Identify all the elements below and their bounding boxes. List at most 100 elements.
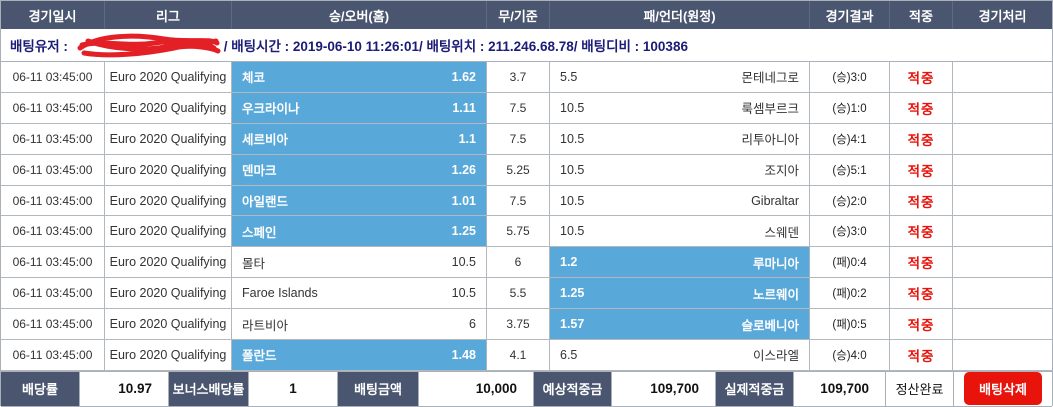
home-odds: 10.5 — [451, 286, 476, 301]
bonus-rate-label: 보너스배당률 — [169, 371, 249, 406]
result-cell: (승)5:1 — [810, 154, 890, 186]
away-odds: 5.5 — [560, 69, 578, 84]
away-odds: 10.5 — [560, 162, 585, 177]
process-action-cell: 배팅삭제 — [954, 372, 1052, 406]
draw-baseline-cell: 7.5 — [487, 185, 550, 217]
result-cell: (패)0:4 — [810, 247, 890, 279]
bet-amount-value: 10,000 — [419, 371, 534, 406]
odds-rate-value: 10.97 — [80, 371, 169, 406]
datetime-cell: 06-11 03:45:00 — [1, 154, 105, 186]
bet-user-label: 배팅유저 : — [10, 39, 72, 54]
league-cell: Euro 2020 Qualifying — [105, 123, 232, 155]
draw-baseline-cell: 7.5 — [487, 92, 550, 124]
home-odds: 1.25 — [451, 224, 476, 239]
process-cell — [953, 186, 1052, 217]
match-row: 06-11 03:45:00 Euro 2020 Qualifying 몰타 10… — [1, 247, 1052, 279]
datetime-cell: 06-11 03:45:00 — [1, 92, 105, 124]
col-header-home: 승/오버(홈) — [232, 1, 487, 29]
process-cell — [953, 247, 1052, 279]
hit-status: 적중 — [890, 62, 953, 93]
away-odds: 1.57 — [560, 317, 585, 332]
away-odds: 10.5 — [560, 100, 585, 115]
process-cell — [953, 155, 1052, 186]
away-pick-cell: 6.5 이스라엘 — [550, 340, 810, 371]
process-cell — [953, 93, 1052, 124]
match-row: 06-11 03:45:00 Euro 2020 Qualifying 체코 1.… — [1, 62, 1052, 93]
away-team-name: 조지아 — [764, 164, 799, 179]
hit-status: 적중 — [890, 154, 953, 186]
away-pick-cell: 1.25 노르웨이 — [550, 278, 810, 310]
match-row: 06-11 03:45:00 Euro 2020 Qualifying 아일랜드… — [1, 185, 1052, 217]
away-odds: 1.2 — [560, 255, 578, 270]
match-row: 06-11 03:45:00 Euro 2020 Qualifying 스페인 1… — [1, 216, 1052, 248]
league-cell: Euro 2020 Qualifying — [105, 154, 232, 186]
home-odds: 1.62 — [451, 69, 476, 84]
away-pick-cell: 5.5 몬테네그로 — [550, 62, 810, 93]
settlement-status: 정산완료 — [886, 371, 954, 406]
process-cell — [953, 216, 1052, 248]
draw-baseline-cell: 6 — [487, 247, 550, 279]
home-team-name: 체코 — [242, 71, 266, 86]
hit-status: 적중 — [890, 309, 953, 341]
draw-baseline-cell: 5.25 — [487, 154, 550, 186]
away-team-name: 루마니아 — [752, 256, 799, 271]
home-pick-cell: 덴마크 1.26 — [232, 154, 487, 186]
home-odds: 1.01 — [451, 193, 476, 208]
league-cell: Euro 2020 Qualifying — [105, 92, 232, 124]
match-row: 06-11 03:45:00 Euro 2020 Qualifying Faro… — [1, 278, 1052, 310]
home-team-name: 아일랜드 — [242, 195, 289, 209]
league-cell: Euro 2020 Qualifying — [105, 185, 232, 217]
bet-amount-label: 배팅금액 — [338, 371, 419, 406]
away-team-name: 룩셈부르크 — [741, 102, 799, 117]
home-pick-cell: 스페인 1.25 — [232, 216, 487, 248]
away-pick-cell: 10.5 조지아 — [550, 154, 810, 186]
home-odds: 1.1 — [458, 131, 476, 146]
datetime-cell: 06-11 03:45:00 — [1, 309, 105, 341]
col-header-away: 패/언더(원정) — [550, 1, 810, 29]
process-cell — [953, 340, 1052, 371]
home-odds: 6 — [469, 317, 476, 332]
home-team-name: 덴마크 — [242, 164, 277, 179]
home-team-name: 스페인 — [242, 225, 277, 240]
datetime-cell: 06-11 03:45:00 — [1, 123, 105, 155]
delete-bet-button[interactable]: 배팅삭제 — [964, 372, 1042, 406]
home-pick-cell: 체코 1.62 — [232, 62, 487, 93]
home-team-name: Faroe Islands — [242, 286, 318, 301]
league-cell: Euro 2020 Qualifying — [105, 340, 232, 371]
away-team-name: 몬테네그로 — [741, 71, 799, 86]
draw-baseline-cell: 7.5 — [487, 123, 550, 155]
draw-baseline-cell: 3.7 — [487, 62, 550, 93]
league-cell: Euro 2020 Qualifying — [105, 309, 232, 341]
bonus-rate-value: 1 — [249, 371, 338, 406]
home-pick-cell: 아일랜드 1.01 — [232, 185, 487, 217]
match-row: 06-11 03:45:00 Euro 2020 Qualifying 라트비아… — [1, 309, 1052, 341]
home-odds: 1.11 — [452, 100, 476, 115]
table-header-row: 경기일시 리그 승/오버(홈) 무/기준 패/언더(원정) 경기결과 적중 경기… — [1, 1, 1052, 29]
home-odds: 1.48 — [451, 347, 476, 362]
hit-status: 적중 — [890, 92, 953, 124]
home-pick-cell: 세르비아 1.1 — [232, 123, 487, 155]
hit-status: 적중 — [890, 278, 953, 310]
datetime-cell: 06-11 03:45:00 — [1, 278, 105, 310]
home-pick-cell: 몰타 10.5 — [232, 247, 487, 279]
away-pick-cell: 10.5 리투아니아 — [550, 123, 810, 155]
datetime-cell: 06-11 03:45:00 — [1, 340, 105, 371]
match-row: 06-11 03:45:00 Euro 2020 Qualifying 폴란드 1… — [1, 340, 1052, 371]
home-team-name: 우크라이나 — [242, 102, 300, 117]
bet-info-bar: 배팅유저 : / 배팅시간 : 2019-06-10 11:26:01/ 배팅위… — [1, 29, 1052, 62]
result-cell: (승)1:0 — [810, 92, 890, 124]
actual-win-value: 109,700 — [794, 371, 886, 406]
col-header-result: 경기결과 — [810, 1, 890, 29]
home-team-name: 라트비아 — [242, 318, 289, 333]
home-team-name: 세르비아 — [242, 133, 289, 148]
away-pick-cell: 1.2 루마니아 — [550, 247, 810, 279]
league-cell: Euro 2020 Qualifying — [105, 278, 232, 310]
actual-win-label: 실제적중금 — [716, 371, 794, 406]
home-pick-cell: Faroe Islands 10.5 — [232, 278, 487, 310]
league-cell: Euro 2020 Qualifying — [105, 216, 232, 248]
col-header-draw: 무/기준 — [487, 1, 550, 29]
expected-win-value: 109,700 — [612, 371, 716, 406]
col-header-league: 리그 — [105, 1, 232, 29]
away-team-name: 리투아니아 — [741, 133, 799, 148]
datetime-cell: 06-11 03:45:00 — [1, 62, 105, 93]
